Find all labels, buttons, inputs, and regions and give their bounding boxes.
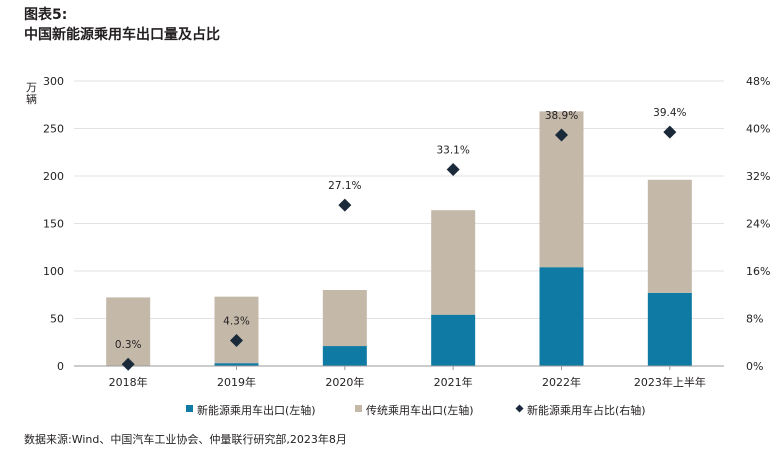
right-axis-tick-label: 48%	[746, 75, 770, 88]
right-axis-tick-label: 40%	[746, 123, 770, 136]
bar-traditional	[648, 180, 692, 293]
legend-swatch	[355, 405, 362, 412]
x-axis-tick-label: 2019年	[217, 375, 256, 389]
left-axis-unit-char: 辆	[26, 92, 37, 106]
bar-traditional	[215, 297, 259, 364]
right-axis-ticks: 0% 8% 16% 24% 32% 40% 48%	[746, 75, 770, 373]
left-axis-tick-label: 150	[43, 218, 64, 231]
legend-swatch	[516, 405, 524, 413]
x-axis-ticks: 2018年 2019年 2020年 2021年 2022年 2023年上半年	[109, 366, 706, 389]
bar-traditional	[106, 297, 150, 365]
bar-traditional	[323, 290, 367, 346]
legend-label: 传统乘用车出口(左轴)	[366, 403, 474, 417]
x-axis-tick-label: 2018年	[109, 375, 148, 389]
share-data-label: 33.1%	[436, 144, 469, 156]
x-axis-tick-label: 2021年	[434, 375, 473, 389]
bars	[106, 111, 692, 366]
bar-nev	[540, 267, 584, 366]
right-axis-tick-label: 32%	[746, 170, 770, 183]
share-marker	[663, 126, 676, 139]
right-axis-tick-label: 16%	[746, 265, 770, 278]
x-axis-tick-label: 2022年	[542, 375, 581, 389]
gridlines	[74, 81, 724, 319]
left-axis-tick-label: 200	[43, 170, 64, 183]
share-data-label: 39.4%	[653, 107, 686, 119]
legend-swatch	[186, 405, 193, 412]
legend: 新能源乘用车出口(左轴) 传统乘用车出口(左轴) 新能源乘用车占比(右轴)	[186, 403, 646, 417]
bar-nev	[648, 293, 692, 366]
left-axis-tick-label: 300	[43, 75, 64, 88]
left-axis-tick-label: 100	[43, 265, 64, 278]
right-axis-tick-label: 24%	[746, 218, 770, 231]
bar-nev	[323, 346, 367, 366]
bar-traditional	[431, 210, 475, 315]
share-data-label: 4.3%	[223, 315, 250, 327]
share-data-label: 27.1%	[328, 180, 361, 192]
left-axis-tick-label: 50	[50, 313, 64, 326]
legend-label: 新能源乘用车占比(右轴)	[527, 403, 646, 417]
x-axis-tick-label: 2020年	[325, 375, 364, 389]
left-axis-ticks: 0 50 100 150 200 250 300	[43, 75, 64, 373]
legend-label: 新能源乘用车出口(左轴)	[197, 403, 316, 417]
left-axis-tick-label: 0	[57, 360, 64, 373]
right-axis-tick-label: 8%	[746, 313, 763, 326]
right-axis-tick-label: 0%	[746, 360, 763, 373]
source-note: 数据来源:Wind、中国汽车工业协会、仲量联行研究部,2023年8月	[24, 431, 347, 447]
share-data-label: 0.3%	[115, 339, 142, 351]
share-markers: 0.3% 4.3% 27.1% 33.1% 38.9% 39.4%	[115, 107, 687, 371]
left-axis-unit: 万辆	[26, 81, 37, 106]
left-axis-tick-label: 250	[43, 123, 64, 136]
share-marker	[338, 199, 351, 212]
x-axis-tick-label: 2023年上半年	[634, 375, 706, 389]
share-data-label: 38.9%	[545, 110, 578, 122]
share-marker	[447, 163, 460, 176]
bar-nev	[431, 315, 475, 366]
